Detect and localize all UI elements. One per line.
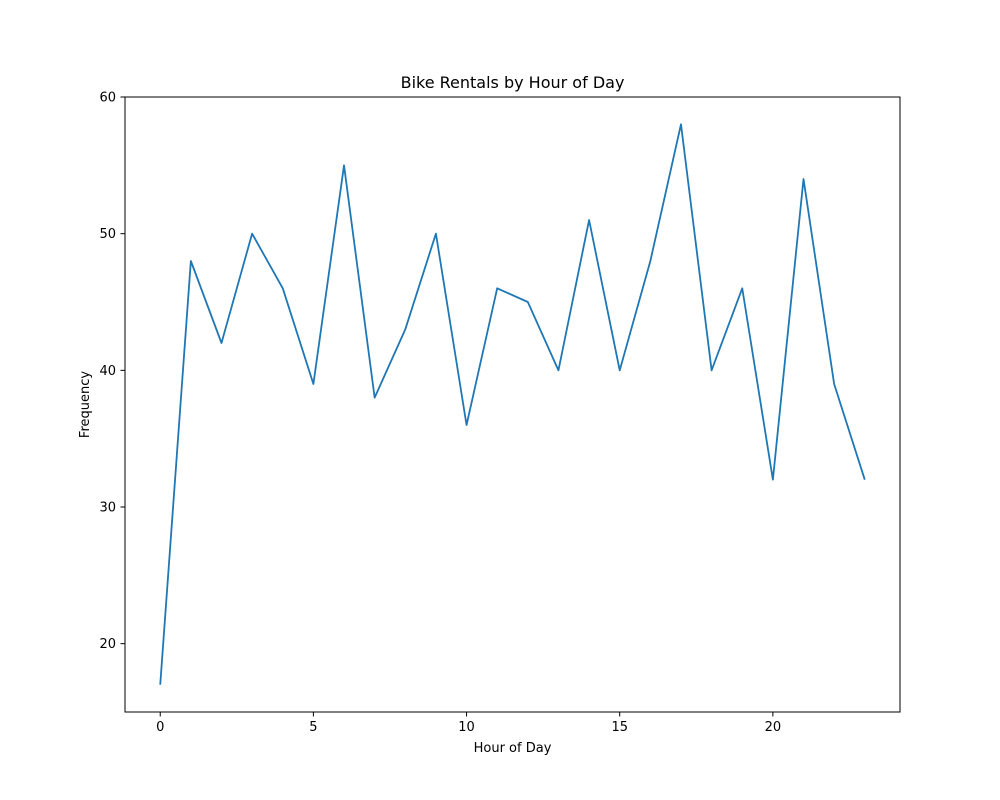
x-axis: 0 5 10 15 20 <box>156 712 781 735</box>
y-tick-label: 60 <box>99 91 116 106</box>
chart-title: Bike Rentals by Hour of Day <box>401 73 625 92</box>
series-line <box>159 123 866 685</box>
x-tick-label: 5 <box>309 720 317 735</box>
x-tick-label: 20 <box>765 720 782 735</box>
y-tick-label: 50 <box>99 227 116 242</box>
y-tick-label: 40 <box>99 364 116 379</box>
x-tick-label: 0 <box>156 720 164 735</box>
y-axis-label: Frequency <box>78 371 93 438</box>
y-tick-label: 20 <box>99 637 116 652</box>
series-layer <box>159 123 866 685</box>
plot-frame <box>124 96 901 713</box>
plot-area <box>125 97 900 712</box>
x-tick-label: 10 <box>458 720 475 735</box>
y-axis: 20 30 40 50 60 <box>99 91 125 652</box>
x-tick-label: 15 <box>611 720 628 735</box>
y-tick-label: 30 <box>99 501 116 516</box>
x-axis-label: Hour of Day <box>474 741 552 756</box>
